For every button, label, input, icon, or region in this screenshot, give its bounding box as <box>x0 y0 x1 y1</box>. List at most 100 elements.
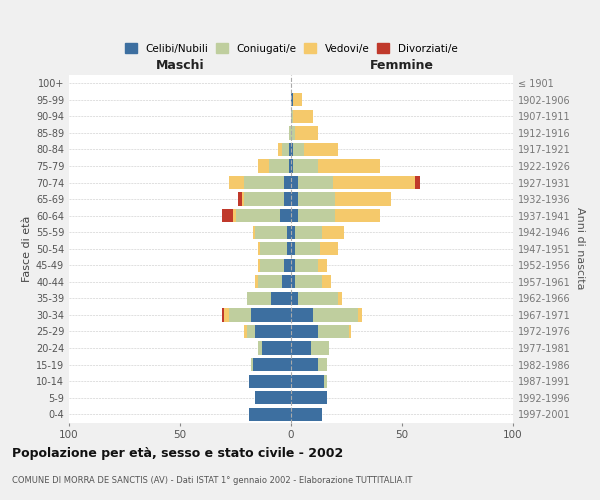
Bar <box>293 143 304 156</box>
Bar <box>317 325 349 338</box>
Bar <box>295 226 322 239</box>
Bar <box>258 242 260 256</box>
Text: Popolazione per età, sesso e stato civile - 2002: Popolazione per età, sesso e stato civil… <box>12 448 343 460</box>
Bar <box>253 358 291 371</box>
Bar <box>269 160 289 172</box>
Bar <box>320 242 338 256</box>
Bar <box>298 292 338 305</box>
Bar <box>313 308 358 322</box>
Bar <box>244 192 284 205</box>
Bar <box>358 308 362 322</box>
Bar <box>349 325 351 338</box>
Bar <box>295 258 317 272</box>
Bar <box>317 258 326 272</box>
Bar <box>258 342 262 354</box>
Text: COMUNE DI MORRA DE SANCTIS (AV) - Dati ISTAT 1° gennaio 2002 - Elaborazione TUTT: COMUNE DI MORRA DE SANCTIS (AV) - Dati I… <box>12 476 412 485</box>
Bar <box>251 358 253 371</box>
Bar <box>287 242 291 256</box>
Bar <box>258 275 282 288</box>
Bar <box>291 258 295 272</box>
Bar <box>278 143 282 156</box>
Bar <box>284 258 291 272</box>
Bar <box>224 308 229 322</box>
Bar <box>291 126 295 140</box>
Bar <box>242 192 244 205</box>
Bar <box>235 209 280 222</box>
Bar <box>311 342 329 354</box>
Text: Maschi: Maschi <box>155 58 205 71</box>
Bar <box>222 308 224 322</box>
Bar <box>304 143 338 156</box>
Bar <box>293 93 302 106</box>
Bar <box>249 374 291 388</box>
Bar <box>291 374 325 388</box>
Bar <box>247 292 271 305</box>
Bar <box>289 160 291 172</box>
Bar <box>291 358 317 371</box>
Bar <box>322 275 331 288</box>
Bar <box>256 391 291 404</box>
Bar <box>291 143 293 156</box>
Bar <box>335 209 380 222</box>
Bar <box>287 226 291 239</box>
Bar <box>291 226 295 239</box>
Bar <box>280 209 291 222</box>
Bar <box>317 160 380 172</box>
Bar <box>295 126 317 140</box>
Bar <box>229 308 251 322</box>
Bar <box>229 176 244 189</box>
Bar <box>415 176 420 189</box>
Bar <box>333 176 415 189</box>
Bar <box>291 110 293 123</box>
Bar <box>291 408 322 421</box>
Bar <box>291 342 311 354</box>
Y-axis label: Anni di nascita: Anni di nascita <box>575 208 585 290</box>
Bar <box>262 342 291 354</box>
Bar <box>298 176 333 189</box>
Bar <box>322 226 344 239</box>
Bar <box>289 126 291 140</box>
Bar <box>249 408 291 421</box>
Bar <box>295 242 320 256</box>
Bar <box>256 325 291 338</box>
Bar <box>291 325 317 338</box>
Bar <box>222 209 233 222</box>
Bar <box>238 192 242 205</box>
Bar <box>291 176 298 189</box>
Bar <box>244 325 247 338</box>
Bar <box>291 160 293 172</box>
Bar <box>298 192 335 205</box>
Bar <box>291 308 313 322</box>
Bar <box>284 176 291 189</box>
Bar <box>317 358 326 371</box>
Bar <box>271 292 291 305</box>
Bar <box>335 192 391 205</box>
Bar <box>282 275 291 288</box>
Bar <box>253 226 256 239</box>
Bar <box>244 176 284 189</box>
Bar <box>258 258 260 272</box>
Bar <box>293 160 317 172</box>
Bar <box>325 374 326 388</box>
Bar <box>247 325 256 338</box>
Bar <box>338 292 342 305</box>
Bar <box>298 209 335 222</box>
Bar <box>291 292 298 305</box>
Bar <box>260 242 287 256</box>
Bar <box>295 275 322 288</box>
Bar <box>291 275 295 288</box>
Bar <box>282 143 289 156</box>
Bar <box>291 192 298 205</box>
Bar <box>291 391 326 404</box>
Legend: Celibi/Nubili, Coniugati/e, Vedovi/e, Divorziati/e: Celibi/Nubili, Coniugati/e, Vedovi/e, Di… <box>122 40 460 56</box>
Bar <box>251 308 291 322</box>
Bar <box>293 110 313 123</box>
Bar <box>233 209 235 222</box>
Bar <box>260 258 284 272</box>
Bar <box>291 93 293 106</box>
Bar <box>256 275 258 288</box>
Bar <box>258 160 269 172</box>
Y-axis label: Fasce di età: Fasce di età <box>22 216 32 282</box>
Bar <box>256 226 287 239</box>
Bar <box>289 143 291 156</box>
